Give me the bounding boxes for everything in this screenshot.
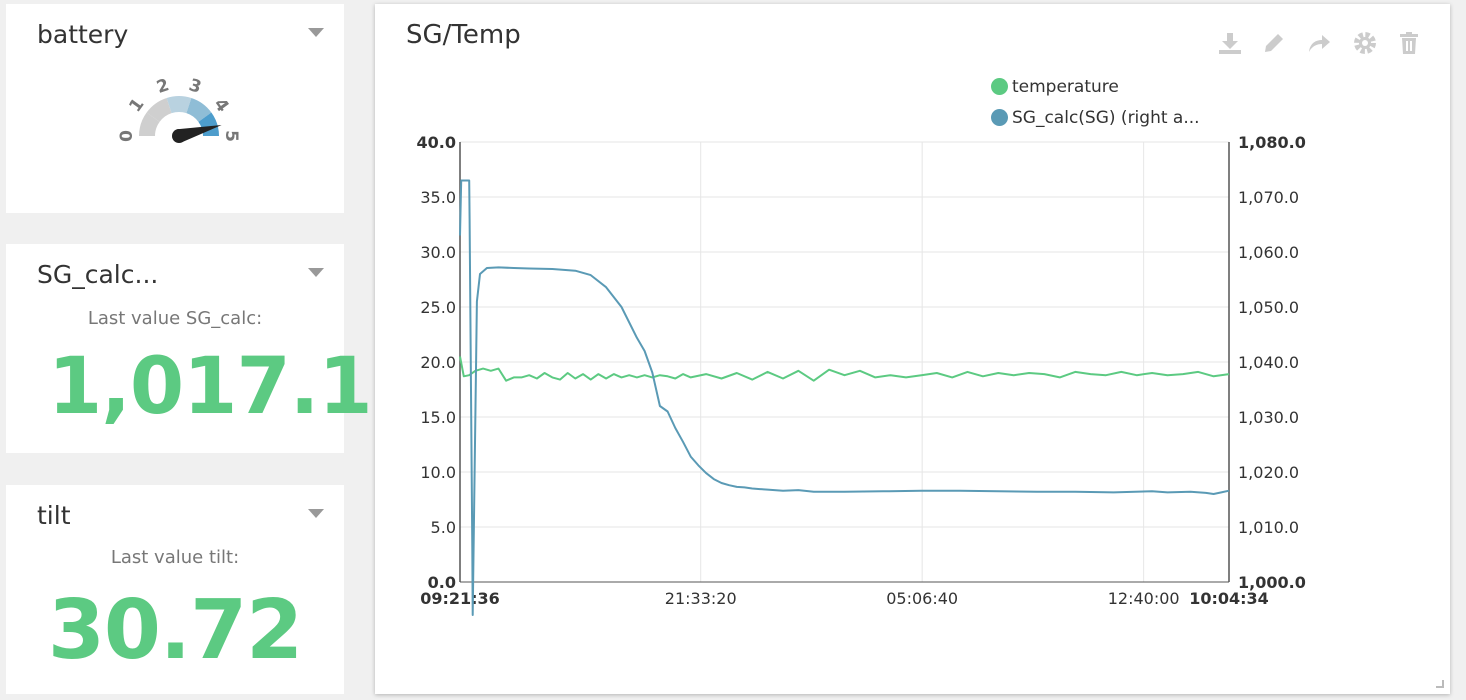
gauge-tick-label: 0 (117, 130, 137, 142)
gauge-tick-label: 3 (186, 75, 203, 98)
chart-plot: 0.0 1,000.0 5.0 1,010.0 10.0 1,020.0 15.0 1,030… (417, 133, 1306, 616)
pencil-icon[interactable] (1261, 30, 1287, 56)
last-value: 30.72 (47, 583, 303, 678)
y-left-tick-label: 10.0 (420, 463, 456, 482)
chart-title: SG/Temp (406, 20, 521, 50)
gauge-band (139, 112, 160, 136)
gauge-tick-label: 4 (209, 95, 232, 116)
last-value-label: Last value tilt: (110, 547, 240, 568)
widget-title: battery (37, 20, 129, 49)
sg-temp-chart-widget: SG/Temp temperature SG_calc(SG) (right a… (375, 4, 1450, 694)
y-left-tick-label: 0.0 (428, 573, 456, 592)
gauge-band (166, 95, 192, 114)
y-right-tick-label: 1,000.0 (1238, 573, 1306, 592)
series-line-sg-calc-sg (459, 179, 1230, 616)
gauge-needle-hub (172, 129, 186, 143)
y-right-tick-label: 1,030.0 (1238, 408, 1299, 427)
y-right-tick-label: 1,070.0 (1238, 188, 1299, 207)
gauge-band (186, 97, 212, 122)
last-value: 1,017.1 (48, 342, 373, 432)
sg-calc-widget: SG_calc... Last value SG_calc: 1,017.1 (6, 244, 373, 453)
widget-title: tilt (37, 501, 71, 530)
legend-dot (991, 109, 1008, 126)
y-left-tick-label: 25.0 (420, 298, 456, 317)
x-tick-label: 10:04:34 (1189, 589, 1269, 608)
legend-dot (991, 78, 1008, 95)
gauge-tick-label: 5 (221, 130, 241, 142)
chevron-down-icon[interactable] (308, 268, 324, 277)
chevron-down-icon[interactable] (308, 28, 324, 37)
y-right-tick-label: 1,020.0 (1238, 463, 1299, 482)
x-tick-label: 09:21:36 (420, 589, 500, 608)
y-left-tick-label: 5.0 (431, 518, 456, 537)
y-right-tick-label: 1,010.0 (1238, 518, 1299, 537)
gauge-tick-label: 2 (154, 75, 171, 98)
y-left-tick-label: 30.0 (420, 243, 456, 262)
widget-title: SG_calc... (37, 260, 159, 289)
legend-item-temperature[interactable]: temperature (991, 77, 1119, 97)
tilt-widget: tilt Last value tilt: 30.72 (6, 485, 344, 694)
y-right-tick-label: 1,060.0 (1238, 243, 1299, 262)
chevron-down-icon[interactable] (308, 509, 324, 518)
x-tick-label: 12:40:00 (1108, 589, 1180, 608)
gear-icon[interactable] (1352, 30, 1378, 56)
y-left-tick-label: 15.0 (420, 408, 456, 427)
last-value-label: Last value SG_calc: (87, 308, 263, 329)
download-icon[interactable] (1217, 30, 1243, 56)
x-tick-label: 05:06:40 (886, 589, 958, 608)
gauge-needle (177, 125, 222, 143)
y-left-tick-label: 20.0 (420, 353, 456, 372)
y-left-tick-label: 35.0 (420, 188, 456, 207)
y-left-tick-label: 40.0 (417, 133, 456, 152)
legend-label: temperature (1012, 77, 1119, 97)
resize-handle[interactable] (1436, 680, 1444, 688)
y-right-tick-label: 1,080.0 (1238, 133, 1306, 152)
y-right-tick-label: 1,040.0 (1238, 353, 1299, 372)
gauge-band (146, 97, 172, 122)
series-line-temperature (459, 356, 1230, 382)
legend-label: SG_calc(SG) (right a... (1012, 108, 1200, 128)
gauge-tick-label: 1 (125, 95, 148, 116)
y-right-tick-label: 1,050.0 (1238, 298, 1299, 317)
x-tick-label: 21:33:20 (665, 589, 737, 608)
trash-icon[interactable] (1396, 30, 1422, 56)
share-icon[interactable] (1306, 30, 1332, 56)
battery-gauge: 0 12 34 5 (117, 75, 241, 143)
legend-item-sg-calc[interactable]: SG_calc(SG) (right a... (991, 108, 1200, 128)
